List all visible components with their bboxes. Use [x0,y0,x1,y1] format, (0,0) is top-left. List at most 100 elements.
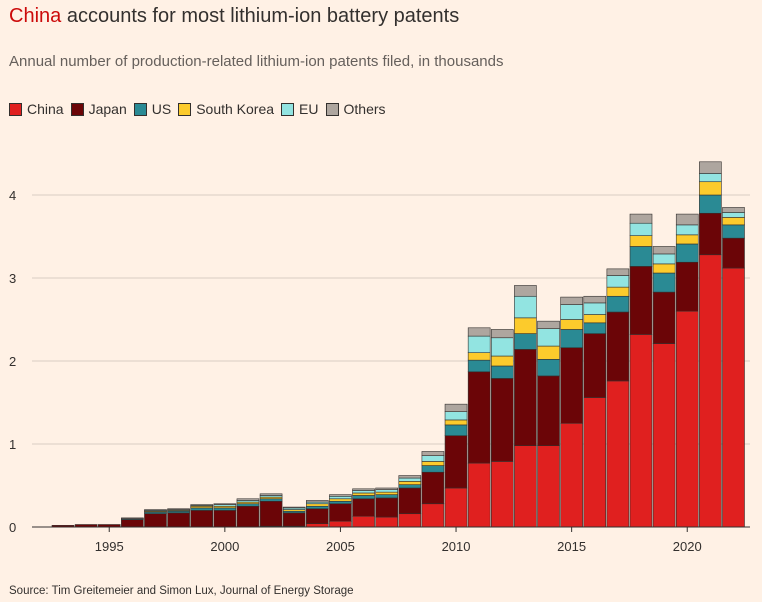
bar-segment-south-korea-2022 [722,217,745,226]
bar-segment-japan-2019 [652,291,676,344]
bar-segment-others-2005 [329,494,352,497]
bar-segment-others-2021 [699,161,722,174]
bar-segment-japan-1997 [144,513,167,528]
bar-segment-us-1999 [190,507,214,511]
legend: China Japan US South Korea EU Others [9,101,393,117]
bar-segment-china-2012 [490,461,514,528]
bar-segment-china-2008 [398,513,422,528]
bar-segment-us-2002 [259,498,283,502]
bar-segment-us-2014 [537,359,560,377]
bar-segment-japan-2011 [467,371,491,464]
bar-segment-eu-2020 [675,224,699,236]
bar-segment-japan-2016 [583,333,607,398]
bar-segment-others-2022 [722,207,745,213]
bar-segment-china-2021 [699,254,722,528]
bar-segment-others-2017 [606,268,630,276]
bar-segment-china-2013 [514,445,537,528]
bar-segment-japan-2004 [306,508,329,524]
bar-segment-eu-2014 [537,328,560,347]
legend-swatch [281,102,295,116]
legend-item-south-korea: South Korea [178,101,274,117]
bar-segment-china-2007 [375,516,398,528]
legend-label: Japan [88,101,127,117]
bar-segment-china-2011 [467,462,491,528]
legend-label: EU [299,101,319,117]
bar-segment-eu-2006 [352,490,375,494]
bar-segment-japan-2003 [282,512,306,527]
x-tick-label: 2000 [210,539,239,554]
bar-segment-japan-2020 [675,261,699,312]
bar-segment-others-1997 [144,509,167,511]
x-tick-label: 2005 [326,539,355,554]
bar-segment-others-2003 [282,506,306,509]
legend-label: Others [343,101,386,117]
bar-segment-japan-2000 [213,510,237,528]
bar-segment-us-2012 [490,365,514,379]
bar-segment-others-2002 [259,493,283,496]
bar-segment-china-2016 [583,397,607,528]
bar-segment-others-2008 [398,475,422,479]
y-tick-label: 2 [9,354,16,369]
bar-segment-others-2012 [490,329,514,339]
bar-segment-japan-2017 [606,311,630,382]
bar-segment-japan-1999 [190,510,214,528]
bar-segment-us-2009 [421,465,445,473]
bar-segment-us-2004 [306,505,329,510]
title-rest: accounts for most lithium-ion battery pa… [61,5,460,27]
bar-segment-japan-2021 [699,212,722,256]
x-tick-label: 1995 [95,539,124,554]
bar-segment-japan-2008 [398,487,422,515]
bar-segment-others-2011 [467,327,491,337]
bar-segment-japan-2022 [722,237,745,269]
bar-segment-japan-2018 [629,266,653,335]
bar-segment-china-2018 [629,334,653,528]
bar-segment-eu-2018 [629,222,653,236]
bar-segment-others-2020 [675,213,699,226]
bar-segment-us-2010 [444,424,468,437]
bar-segment-us-2013 [514,333,537,350]
legend-swatch [9,102,22,116]
bar-segment-south-korea-2015 [560,319,583,330]
bar-segment-china-2005 [329,520,352,528]
bar-segment-eu-2011 [467,335,491,354]
bar-segment-others-1996 [121,517,144,519]
bar-segment-us-2015 [560,329,583,349]
x-tick-label: 2020 [673,539,702,554]
bar-segment-us-2020 [675,243,699,263]
bar-segment-us-2017 [606,295,630,313]
bar-segment-china-2014 [537,445,560,528]
legend-label: US [151,101,172,117]
bar-segment-eu-2015 [560,304,583,320]
legend-item-others: Others [325,101,386,117]
bar-segment-others-2014 [537,320,560,329]
bar-segment-south-korea-2006 [352,492,375,496]
bar-segment-us-2005 [329,500,352,505]
legend-item-japan: Japan [70,101,127,117]
legend-swatch [325,102,339,116]
bar-segment-eu-2012 [490,337,514,357]
legend-label: China [27,101,64,117]
bar-segment-others-2013 [514,285,537,297]
bar-segment-south-korea-2012 [490,355,514,367]
bar-segment-south-korea-2005 [329,498,352,502]
bar-segment-japan-2013 [514,349,537,446]
y-tick-label: 3 [9,271,16,286]
bar-segment-china-2020 [675,310,699,528]
bar-segment-eu-2010 [444,411,468,421]
bar-segment-us-2000 [213,507,237,511]
bar-segment-south-korea-2008 [398,481,422,485]
bar-segment-others-2007 [375,487,398,490]
legend-swatch [133,102,147,116]
bar-segment-us-2006 [352,495,375,500]
bar-segment-japan-2010 [444,435,468,489]
bar-segment-us-2022 [722,224,745,239]
bar-segment-eu-2008 [398,477,422,482]
bar-segment-eu-2016 [583,302,607,315]
bar-segment-eu-2021 [699,173,722,183]
legend-swatch [70,102,84,116]
bar-segment-others-2016 [583,295,607,304]
bar-segment-south-korea-2021 [699,181,722,196]
bar-segment-south-korea-2014 [537,345,560,360]
bar-segment-south-korea-2011 [467,352,491,361]
